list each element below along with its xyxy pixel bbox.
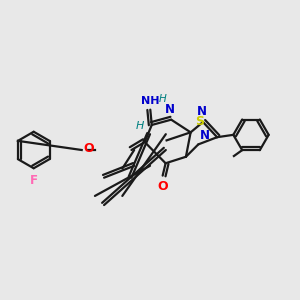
- Text: F: F: [30, 174, 38, 187]
- Text: O: O: [83, 142, 94, 155]
- Text: H: H: [158, 94, 166, 104]
- Text: O: O: [157, 180, 168, 193]
- Text: S: S: [195, 115, 204, 128]
- Text: N: N: [197, 106, 207, 118]
- Text: NH: NH: [141, 96, 160, 106]
- Text: N: N: [165, 103, 175, 116]
- Text: H: H: [135, 121, 144, 131]
- Text: N: N: [200, 129, 210, 142]
